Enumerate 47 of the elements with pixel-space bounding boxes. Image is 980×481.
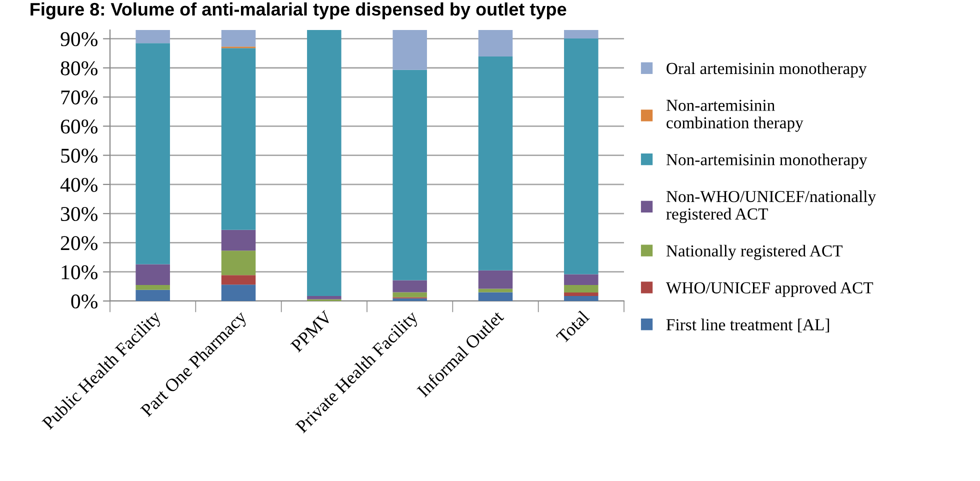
bar bbox=[221, 275, 256, 285]
bar bbox=[307, 296, 342, 300]
legend-label: Non-artemisinin monotherapy bbox=[666, 154, 868, 169]
bar bbox=[564, 38, 598, 274]
legend-label: WHO/UNICEF approved ACT bbox=[666, 282, 874, 297]
bar bbox=[564, 292, 598, 296]
legend-label: First line treatment [AL] bbox=[666, 318, 830, 332]
bar bbox=[307, 30, 342, 296]
bar bbox=[478, 56, 513, 270]
bar bbox=[136, 284, 170, 290]
bar bbox=[478, 270, 513, 289]
bar bbox=[221, 48, 256, 230]
bar bbox=[392, 30, 427, 70]
legend-label: Nationally registered ACT bbox=[666, 244, 842, 260]
y-tick-label: 50% bbox=[61, 148, 98, 163]
y-tick-label: 60% bbox=[60, 120, 98, 134]
bar bbox=[221, 30, 256, 47]
chart-title: Figure 8: Volume of anti-malarial type dispensed by outlet type bbox=[30, 2, 566, 20]
bar bbox=[136, 43, 170, 264]
y-tick-label: 40% bbox=[60, 178, 98, 192]
y-tick-label: 90% bbox=[60, 32, 98, 46]
legend-label: Non-WHO/UNICEF/nationally registered ACT bbox=[666, 190, 876, 224]
bar bbox=[564, 274, 598, 285]
bar bbox=[478, 292, 513, 301]
bar bbox=[221, 284, 256, 301]
bar bbox=[392, 298, 427, 301]
y-tick-label: 10% bbox=[62, 265, 98, 280]
y-tick-label: 20% bbox=[60, 236, 98, 250]
y-tick-label: 70% bbox=[61, 90, 98, 105]
bar bbox=[392, 292, 427, 298]
bar bbox=[564, 284, 598, 293]
bar bbox=[478, 288, 513, 292]
legend-label: Non-artemisinin combination therapy bbox=[666, 100, 804, 132]
bar bbox=[478, 30, 513, 57]
bar bbox=[221, 250, 256, 276]
bar bbox=[392, 280, 427, 292]
legend-label: Oral artemisinin monotherapy bbox=[666, 62, 867, 78]
bar bbox=[564, 30, 598, 38]
bar bbox=[392, 70, 427, 280]
y-tick-label: 0% bbox=[71, 294, 98, 308]
bar bbox=[136, 290, 170, 301]
bar bbox=[564, 296, 598, 301]
bar bbox=[221, 230, 256, 251]
bar bbox=[136, 264, 170, 285]
bar bbox=[136, 30, 170, 44]
y-tick-label: 80% bbox=[60, 61, 98, 76]
y-tick-label: 30% bbox=[61, 206, 98, 222]
